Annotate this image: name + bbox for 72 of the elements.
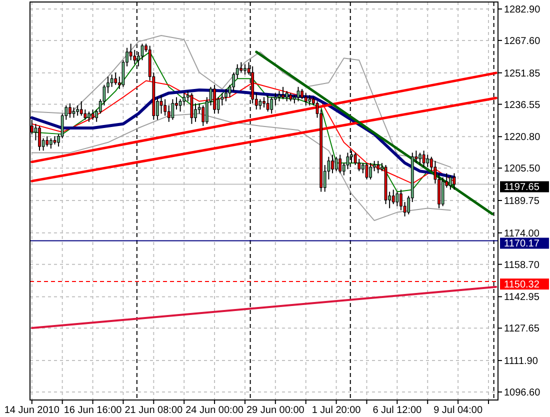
x-tick-label: 29 Jun 00:00 [246, 405, 305, 416]
candlestick [110, 74, 114, 88]
y-tick-label: 1251.85 [504, 68, 541, 80]
y-tick-label: 1142.95 [504, 292, 540, 304]
candlestick [244, 64, 246, 76]
candlestick [114, 72, 118, 86]
candlestick [240, 62, 243, 74]
candlestick [171, 98, 174, 120]
candlestick [88, 111, 90, 122]
candlestick [422, 150, 426, 168]
y-tick-label: 1205.50 [504, 164, 541, 175]
y-tick-label: 1220.80 [504, 132, 541, 144]
x-tick-label: 21 Jun 08:00 [124, 405, 184, 416]
candlestick [80, 100, 83, 116]
candlestick [400, 189, 402, 211]
candlestick [270, 96, 274, 114]
x-tick-label: 14 Jun 2010 [4, 405, 60, 416]
candlestick [300, 88, 304, 100]
ref-line-label: 1150.32 [504, 280, 540, 291]
line-series [31, 51, 455, 192]
candlestick [418, 152, 422, 166]
candlestick [49, 138, 52, 150]
candlestick [282, 86, 284, 100]
y-tick-label: 1174.00 [504, 228, 540, 240]
y-tick-label: 1127.65 [504, 324, 540, 335]
candlestick [224, 88, 228, 102]
candlestick [202, 104, 205, 126]
candlestick [350, 150, 353, 164]
candlestick [369, 162, 372, 180]
y-tick-label: 1282.90 [504, 4, 541, 16]
candlestick [396, 191, 399, 207]
y-tick-label: 1096.60 [504, 387, 541, 398]
ref-line-label: 1197.65 [504, 182, 540, 194]
candlestick [426, 154, 430, 168]
candlestick [213, 84, 216, 114]
candlestick [258, 98, 262, 110]
candlestick [334, 156, 338, 172]
x-tick-label: 1 Jul 20:00 [312, 405, 362, 416]
candlestick [285, 90, 288, 102]
candlestick [338, 154, 342, 174]
candlestick [68, 102, 72, 118]
candlestick [304, 92, 308, 106]
candlestick [308, 94, 312, 106]
candlestick [262, 96, 266, 108]
candlestick [190, 92, 194, 124]
y-tick-label: 1267.60 [504, 36, 541, 47]
y-tick-label: 1189.75 [504, 196, 540, 207]
candlestick [167, 104, 170, 122]
y-tick-label: 1158.70 [504, 260, 540, 271]
candlestick [449, 174, 452, 190]
candlestick [164, 98, 167, 116]
candlestick [331, 154, 334, 174]
line-series [31, 35, 451, 168]
candlestick [76, 104, 79, 116]
candlestick [274, 92, 277, 106]
x-tick-label: 9 Jul 04:00 [434, 405, 483, 416]
candlestick [361, 162, 364, 174]
candlestick [266, 94, 270, 112]
x-tick-label: 6 Jul 12:00 [372, 405, 422, 416]
candlestick [46, 136, 49, 148]
ref-line-label: 1170.17 [504, 238, 540, 250]
candlestick [376, 160, 380, 174]
y-tick-label: 1111.90 [504, 356, 538, 368]
candlestick [38, 125, 41, 152]
x-tick-label: 16 Jun 16:00 [64, 405, 122, 416]
candlestick [129, 43, 132, 61]
candlestick [296, 86, 300, 102]
x-tick-label: 24 Jun 00:00 [186, 405, 244, 416]
candlestick [72, 106, 76, 118]
y-tick-label: 1236.55 [504, 100, 541, 111]
candlestick [441, 176, 444, 207]
candlestick [392, 189, 395, 205]
